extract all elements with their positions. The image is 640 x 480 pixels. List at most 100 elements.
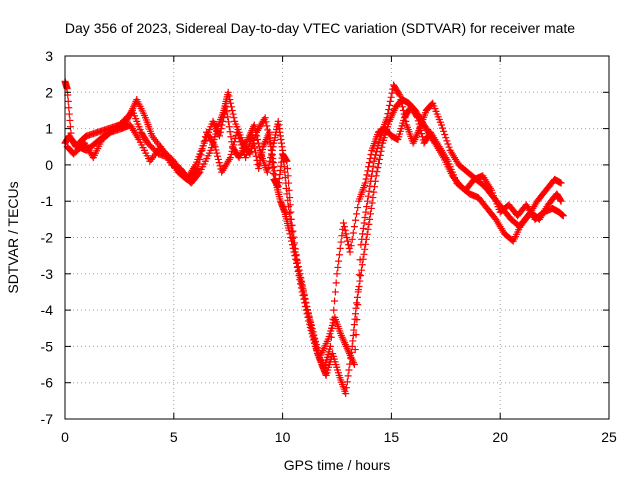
data-point (292, 251, 300, 259)
data-point (445, 143, 453, 151)
data-point (334, 263, 342, 271)
chart-title: Day 356 of 2023, Sidereal Day-to-day VTE… (65, 20, 575, 36)
data-point (331, 297, 339, 305)
data-point (443, 137, 451, 145)
data-point (250, 140, 258, 148)
data-point (66, 116, 74, 124)
data-point (224, 118, 232, 126)
data-point (252, 152, 260, 160)
data-point (331, 288, 339, 296)
data-point (195, 160, 203, 168)
data-point (340, 223, 348, 231)
data-point (337, 238, 345, 246)
data-point (66, 123, 74, 131)
data-point (444, 140, 452, 148)
y-tick-label: -4 (41, 302, 54, 318)
x-tick-label: 25 (601, 429, 617, 445)
data-point (367, 150, 375, 158)
y-tick-label: 3 (45, 48, 53, 64)
data-point (221, 106, 229, 114)
x-tick-label: 10 (275, 429, 291, 445)
data-point (264, 165, 272, 173)
data-point (251, 148, 259, 156)
data-point (349, 229, 357, 237)
data-point (225, 123, 233, 131)
data-point (227, 99, 235, 107)
data-point (269, 164, 277, 172)
data-point (211, 143, 219, 151)
data-point (262, 118, 270, 126)
data-point (269, 170, 277, 178)
data-point (296, 273, 304, 281)
data-point (343, 384, 351, 392)
data-point (254, 139, 262, 147)
x-axis-title: GPS time / hours (284, 457, 391, 473)
y-tick-label: 2 (45, 84, 53, 100)
data-point (290, 233, 298, 241)
data-point (235, 135, 243, 143)
data-point (340, 219, 348, 227)
data-point (352, 331, 360, 339)
data-point (366, 215, 374, 223)
data-point (300, 292, 308, 300)
data-point (263, 168, 271, 176)
data-point (361, 179, 369, 187)
data-point (309, 332, 317, 340)
data-point (223, 108, 231, 116)
data-point (365, 187, 373, 195)
data-point (283, 165, 291, 173)
data-point (220, 114, 228, 122)
data-point (286, 201, 294, 209)
data-point (65, 104, 73, 112)
data-point (386, 97, 394, 105)
data-point (288, 228, 296, 236)
data-point (249, 136, 257, 144)
data-point (557, 179, 565, 187)
data-point (285, 179, 293, 187)
data-point (267, 140, 275, 148)
data-point (375, 138, 383, 146)
data-point (343, 378, 351, 386)
data-point (368, 199, 376, 207)
data-point (348, 235, 356, 243)
y-tick-label: -1 (41, 193, 54, 209)
data-point (252, 128, 260, 136)
data-point (395, 91, 403, 99)
data-point (286, 194, 294, 202)
data-point (385, 106, 393, 114)
data-point (304, 306, 312, 314)
data-point (387, 93, 395, 101)
data-point (228, 106, 236, 114)
data-point (396, 92, 404, 100)
x-tick-label: 0 (61, 429, 69, 445)
data-point (439, 124, 447, 132)
data-point (368, 172, 376, 180)
data-point (327, 333, 335, 341)
data-point (361, 214, 369, 222)
data-point (295, 266, 303, 274)
data-point (200, 137, 208, 145)
data-point (228, 147, 236, 155)
data-point (357, 241, 365, 249)
data-point (346, 248, 354, 256)
data-point (367, 177, 375, 185)
data-point (353, 210, 361, 218)
x-tick-label: 20 (492, 429, 508, 445)
data-point (354, 301, 362, 309)
data-point (383, 114, 391, 122)
data-point (338, 232, 346, 240)
data-point (357, 272, 365, 280)
data-point (212, 146, 220, 154)
data-point (215, 159, 223, 167)
data-point (214, 152, 222, 160)
data-point (265, 161, 273, 169)
data-point (310, 335, 318, 343)
data-point (345, 366, 353, 374)
data-point (335, 257, 343, 265)
data-point (222, 103, 230, 111)
data-point (64, 97, 72, 105)
data-point (227, 150, 235, 158)
data-point (226, 154, 234, 162)
